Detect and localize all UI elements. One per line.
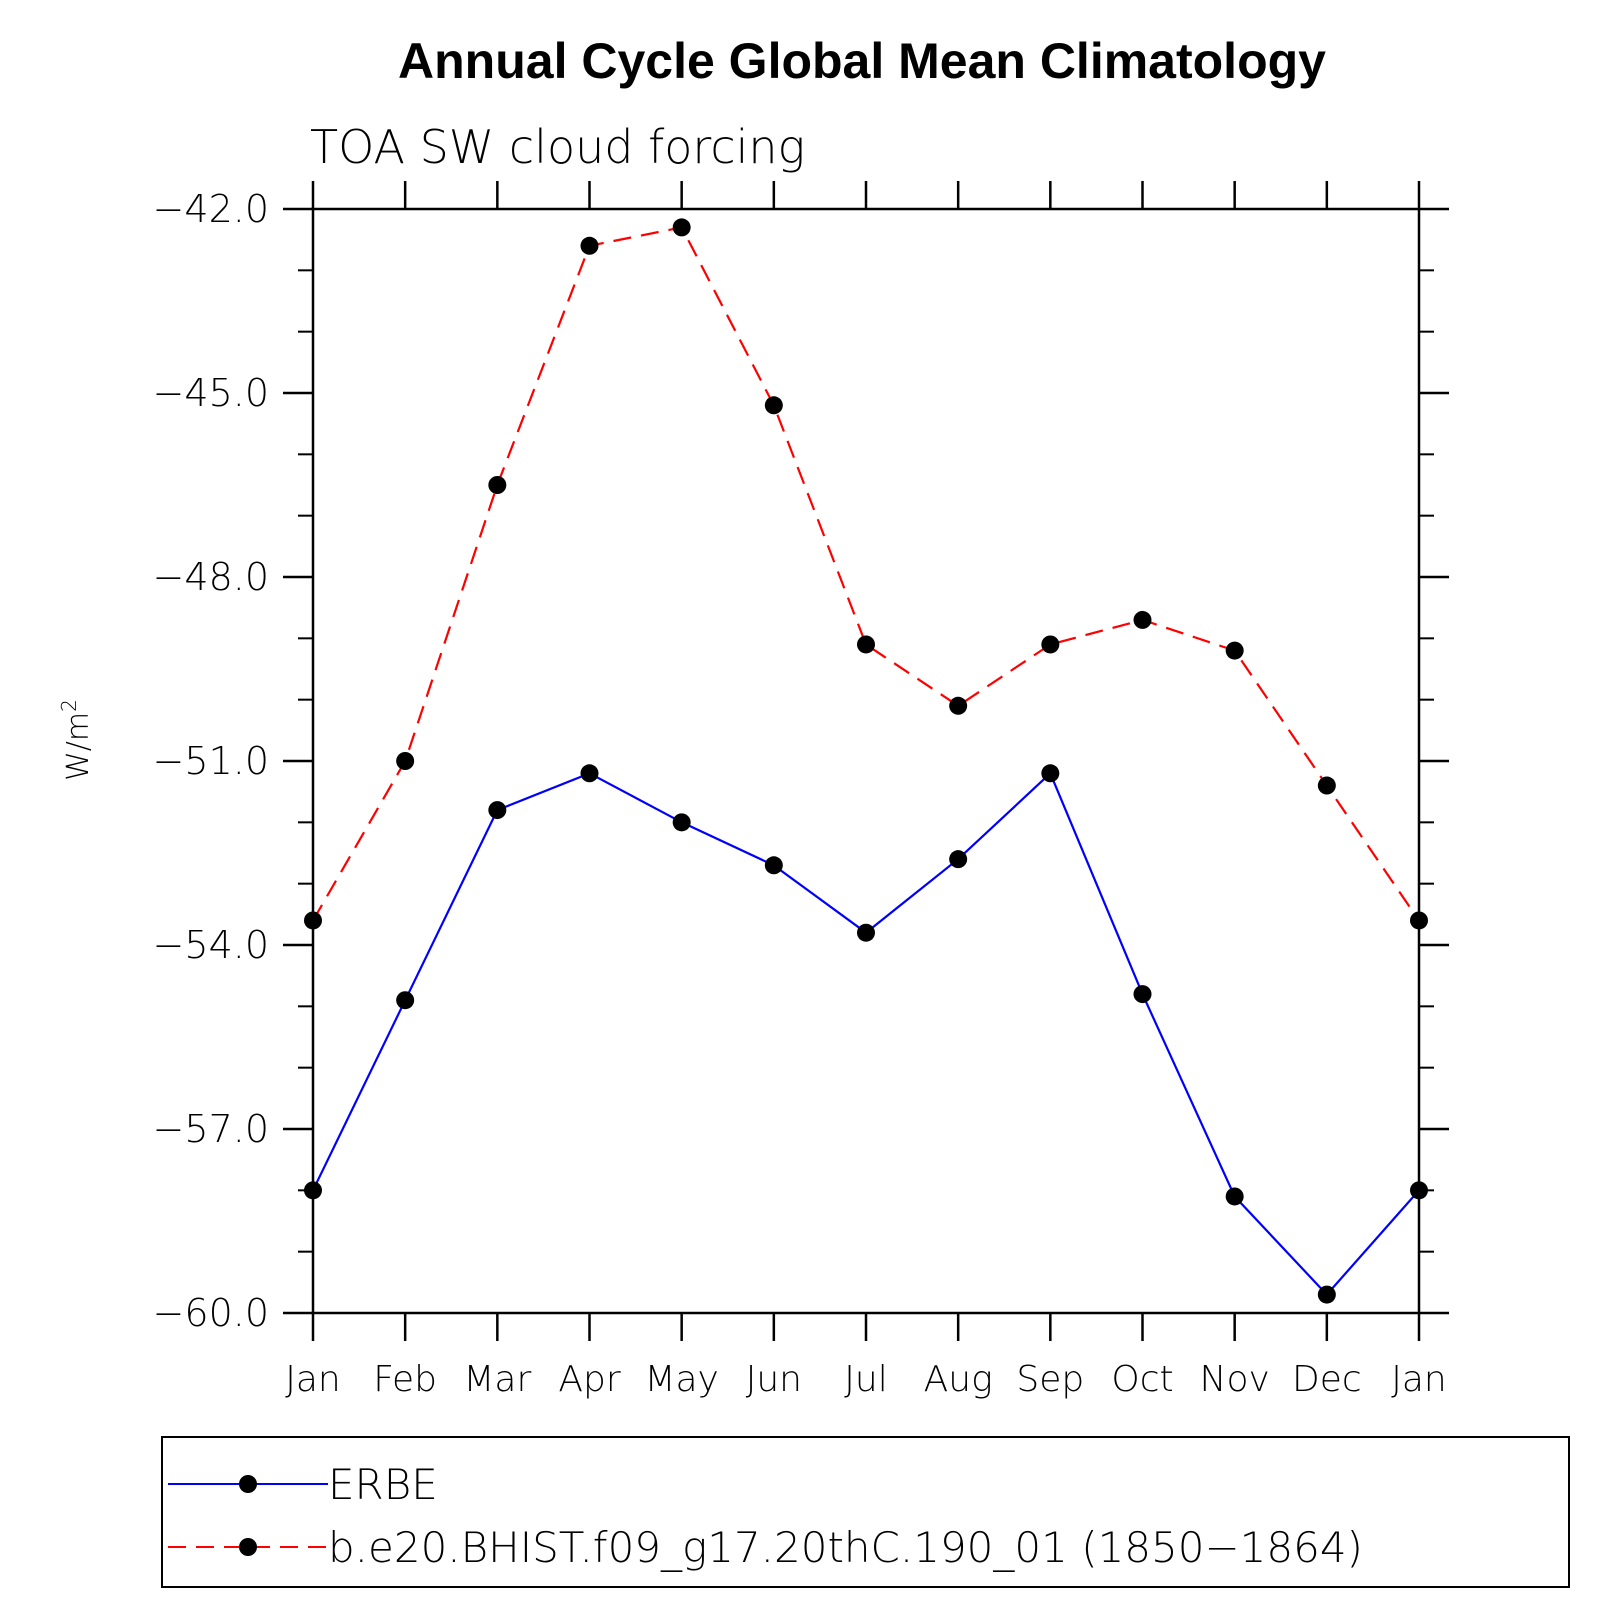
x-tick-label: Sep — [1016, 1359, 1084, 1400]
series-0-point — [1225, 1187, 1244, 1206]
y-tick-label: −60.0 — [153, 1291, 269, 1335]
legend-label-erbe: ERBE — [328, 1460, 438, 1509]
series-0-point — [949, 850, 968, 869]
legend: ERBE b.e20.BHIST.f09_g17.20thC.190_01 (1… — [161, 1436, 1570, 1588]
x-tick-label: Feb — [373, 1359, 437, 1400]
x-tick-label: Aug — [924, 1359, 993, 1400]
series-1-point — [1225, 641, 1244, 660]
series-0-point — [672, 813, 691, 832]
x-tick-label: Jun — [746, 1359, 802, 1400]
series-1-point — [764, 396, 783, 415]
svg-text:W/m2: W/m2 — [57, 699, 96, 781]
x-tick-label: Jan — [1391, 1359, 1447, 1400]
x-tick-labels: Jan Feb Mar Apr May Jun Jul Aug Sep Oct Nov Dec Jan — [285, 1359, 1447, 1400]
series-0-point — [396, 991, 415, 1010]
y-tick-labels: −42.0 −45.0 −48.0 −51.0 −54.0 −57.0 −60.0 — [153, 187, 269, 1335]
series-0-point — [1133, 985, 1152, 1004]
series-1-point — [1133, 610, 1152, 629]
y-axis-label: W/m2 — [57, 699, 96, 781]
y-tick-label: −45.0 — [153, 371, 269, 415]
x-tick-label: Jan — [285, 1359, 341, 1400]
y-tick-label: −51.0 — [153, 739, 269, 783]
series-0-point — [1041, 764, 1060, 783]
series-1-point — [1041, 635, 1060, 654]
plot-frame — [311, 207, 1421, 1315]
x-tick-label: Oct — [1111, 1359, 1173, 1400]
y-tick-label: −48.0 — [153, 555, 269, 599]
chart-title: Annual Cycle Global Mean Climatology — [398, 33, 1326, 89]
legend-entry-model: b.e20.BHIST.f09_g17.20thC.190_01 (1850−1… — [168, 1523, 1363, 1572]
legend-swatch-marker-model — [239, 1538, 257, 1556]
series-0-point — [857, 923, 875, 942]
x-tick-label: May — [644, 1359, 718, 1400]
series-line-0 — [312, 771, 1420, 1297]
legend-entry-erbe: ERBE — [168, 1460, 438, 1509]
series-0-point — [1317, 1285, 1336, 1304]
legend-box — [161, 1436, 1570, 1588]
y-tick-label: −57.0 — [153, 1107, 269, 1151]
axis-ticks — [283, 181, 1449, 1341]
series-1-point — [396, 752, 415, 770]
x-tick-label: Apr — [558, 1359, 620, 1400]
chart-subtitle: TOA SW cloud forcing — [310, 120, 805, 174]
x-tick-label: Nov — [1200, 1359, 1270, 1400]
series-0-point — [764, 856, 783, 875]
x-tick-label: Mar — [463, 1359, 531, 1400]
x-tick-label: Jul — [844, 1359, 887, 1400]
series-1-point — [580, 236, 599, 255]
x-tick-label: Dec — [1292, 1359, 1362, 1400]
series-0-point — [580, 764, 599, 783]
series-markers — [304, 218, 1428, 1304]
series-1-point — [1317, 776, 1336, 795]
series-1-point — [488, 476, 507, 494]
series-line-1 — [312, 226, 1420, 922]
series-lines — [312, 226, 1420, 1297]
series-1-point — [857, 635, 875, 654]
series-1-point — [672, 218, 691, 237]
y-axis-label-exponent: 2 — [57, 699, 81, 712]
y-axis-label-base: W/m — [61, 712, 96, 781]
series-1-point — [949, 696, 968, 715]
y-tick-label: −42.0 — [153, 187, 269, 231]
y-tick-label: −54.0 — [153, 923, 269, 967]
legend-swatch-marker-erbe — [239, 1475, 257, 1493]
series-0-point — [488, 801, 507, 820]
legend-label-model: b.e20.BHIST.f09_g17.20thC.190_01 (1850−1… — [328, 1523, 1363, 1572]
